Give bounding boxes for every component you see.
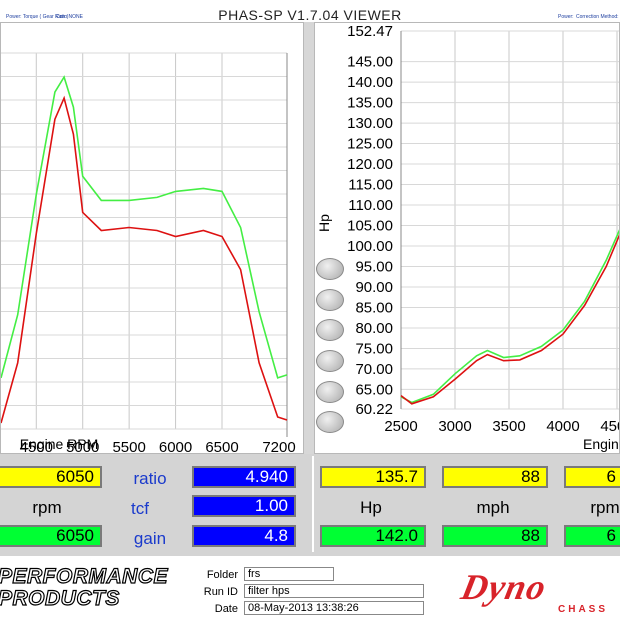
y-tick-label: 110.00 (348, 197, 393, 214)
cursor-knob-6[interactable] (316, 411, 344, 433)
power-chart: 60.22 65.00 70.00 75.00 80.00 85.00 90.00 95.00… (316, 23, 620, 452)
ratio-readout[interactable]: 4.940 (192, 466, 296, 488)
y-tick-label: 100.00 (347, 238, 393, 255)
y-tick-label: 130.00 (347, 115, 393, 132)
hp-bottom-readout: 142.0 (320, 525, 426, 547)
cursor-knob-3[interactable] (316, 319, 344, 341)
correction-text: Corr: NONE (56, 14, 83, 20)
y-tick-label: 60.22 (355, 401, 393, 418)
date-label: Date (214, 603, 238, 615)
series-line-2 (1, 95, 288, 424)
title-bar: Power: Torque ( Gear Ratio) Corr: NONE P… (0, 0, 620, 23)
rpm2-bottom-readout: 6 (564, 525, 620, 547)
cursor-knob-2[interactable] (316, 289, 344, 311)
x-tick-label: 5500 (112, 439, 145, 454)
x-tick-label: 6000 (159, 439, 192, 454)
rpm-top-readout: 6050 (0, 466, 102, 488)
y-tick-label: 115.00 (348, 177, 393, 194)
mph-bottom-readout: 88 (442, 525, 548, 547)
mph-label: mph (476, 498, 510, 517)
correction-method-text: Correction Method: (576, 14, 619, 20)
x-tick-label: 5000 (66, 439, 99, 454)
y-tick-label: 75.00 (355, 340, 393, 357)
power-mode-text: Power: Torque ( Gear Ratio) (6, 14, 69, 20)
logo-line-2: PRODUCTS (0, 587, 120, 610)
y-tick-label: 125.00 (347, 136, 393, 153)
x-tick-label: 3000 (438, 418, 471, 435)
x-tick-label: 7200 (262, 439, 295, 454)
y-tick-label: 105.00 (347, 218, 393, 235)
runid-label: Run ID (203, 586, 238, 598)
torque-chart: 4500 5000 5500 6000 6500 7200 Engine RPM (1, 52, 296, 454)
cursor-knob-1[interactable] (316, 258, 344, 280)
readout-separator (312, 456, 314, 552)
tcf-label: tcf (131, 499, 149, 518)
y-axis-title: Hp (316, 214, 332, 232)
x-tick-label: 3500 (492, 418, 525, 435)
torque-chart-panel: 4500 5000 5500 6000 6500 7200 Engine RPM (0, 22, 304, 454)
y-tick-label: 70.00 (355, 361, 393, 378)
y-tick-label: 135.00 (347, 95, 393, 112)
y-tick-label: 140.00 (347, 74, 393, 91)
y-tick-label: 120.00 (347, 156, 393, 173)
runid-field[interactable]: filter hps (244, 584, 424, 598)
dynojet-logo: Dyno (457, 567, 551, 607)
hp-top-readout: 135.7 (320, 466, 426, 488)
folder-label: Folder (206, 569, 238, 581)
y-tick-label: 85.00 (355, 299, 393, 316)
date-field: 08-May-2013 13:38:26 (244, 601, 424, 615)
logo-line-1: PERFORMANCE (0, 565, 169, 588)
performance-products-logo: PERFORMANCE PRODUCTS (0, 565, 169, 610)
series-line-1 (1, 75, 288, 379)
x-tick-label: 6500 (205, 439, 238, 454)
series-line-1 (400, 229, 619, 404)
rpm2-top-readout: 6 (564, 466, 620, 488)
series-line-2 (400, 234, 619, 405)
gain-readout[interactable]: 4.8 (192, 525, 296, 547)
y-tick-label: 95.00 (355, 258, 393, 275)
rpm-label: rpm (32, 498, 62, 517)
cursor-knob-5[interactable] (316, 381, 344, 403)
ratio-label: ratio (133, 469, 167, 488)
x-axis-title: Engine RPM (583, 436, 620, 452)
y-tick-label: 65.00 (355, 381, 393, 398)
hp-label: Hp (360, 498, 382, 517)
y-tick-label: 145.00 (347, 54, 393, 71)
cursor-knob-4[interactable] (316, 350, 344, 372)
folder-field[interactable]: frs (244, 567, 334, 581)
dynojet-subtitle: CHASS (558, 604, 609, 615)
y-tick-label: 80.00 (355, 320, 393, 337)
power-chart-panel: 60.22 65.00 70.00 75.00 80.00 85.00 90.00 95.00… (314, 22, 620, 454)
rpm-bottom-readout: 6050 (0, 525, 102, 547)
x-tick-label: 4500 (600, 418, 620, 435)
x-tick-label: 4000 (546, 418, 579, 435)
x-tick-label: 4500 (20, 439, 53, 454)
y-tick-label: 90.00 (355, 279, 393, 296)
x-tick-label: 2500 (384, 418, 417, 435)
x-axis-title: Engine RPM (20, 436, 99, 452)
y-tick-label: 152.47 (347, 23, 393, 40)
power-text: Power: (558, 14, 574, 20)
rpm2-label: rpm (590, 498, 620, 517)
window-title: PHAS-SP V1.7.04 VIEWER (218, 7, 402, 23)
tcf-readout[interactable]: 1.00 (192, 495, 296, 517)
panel-divider (304, 22, 314, 454)
mph-top-readout: 88 (442, 466, 548, 488)
gain-label: gain (133, 529, 167, 548)
